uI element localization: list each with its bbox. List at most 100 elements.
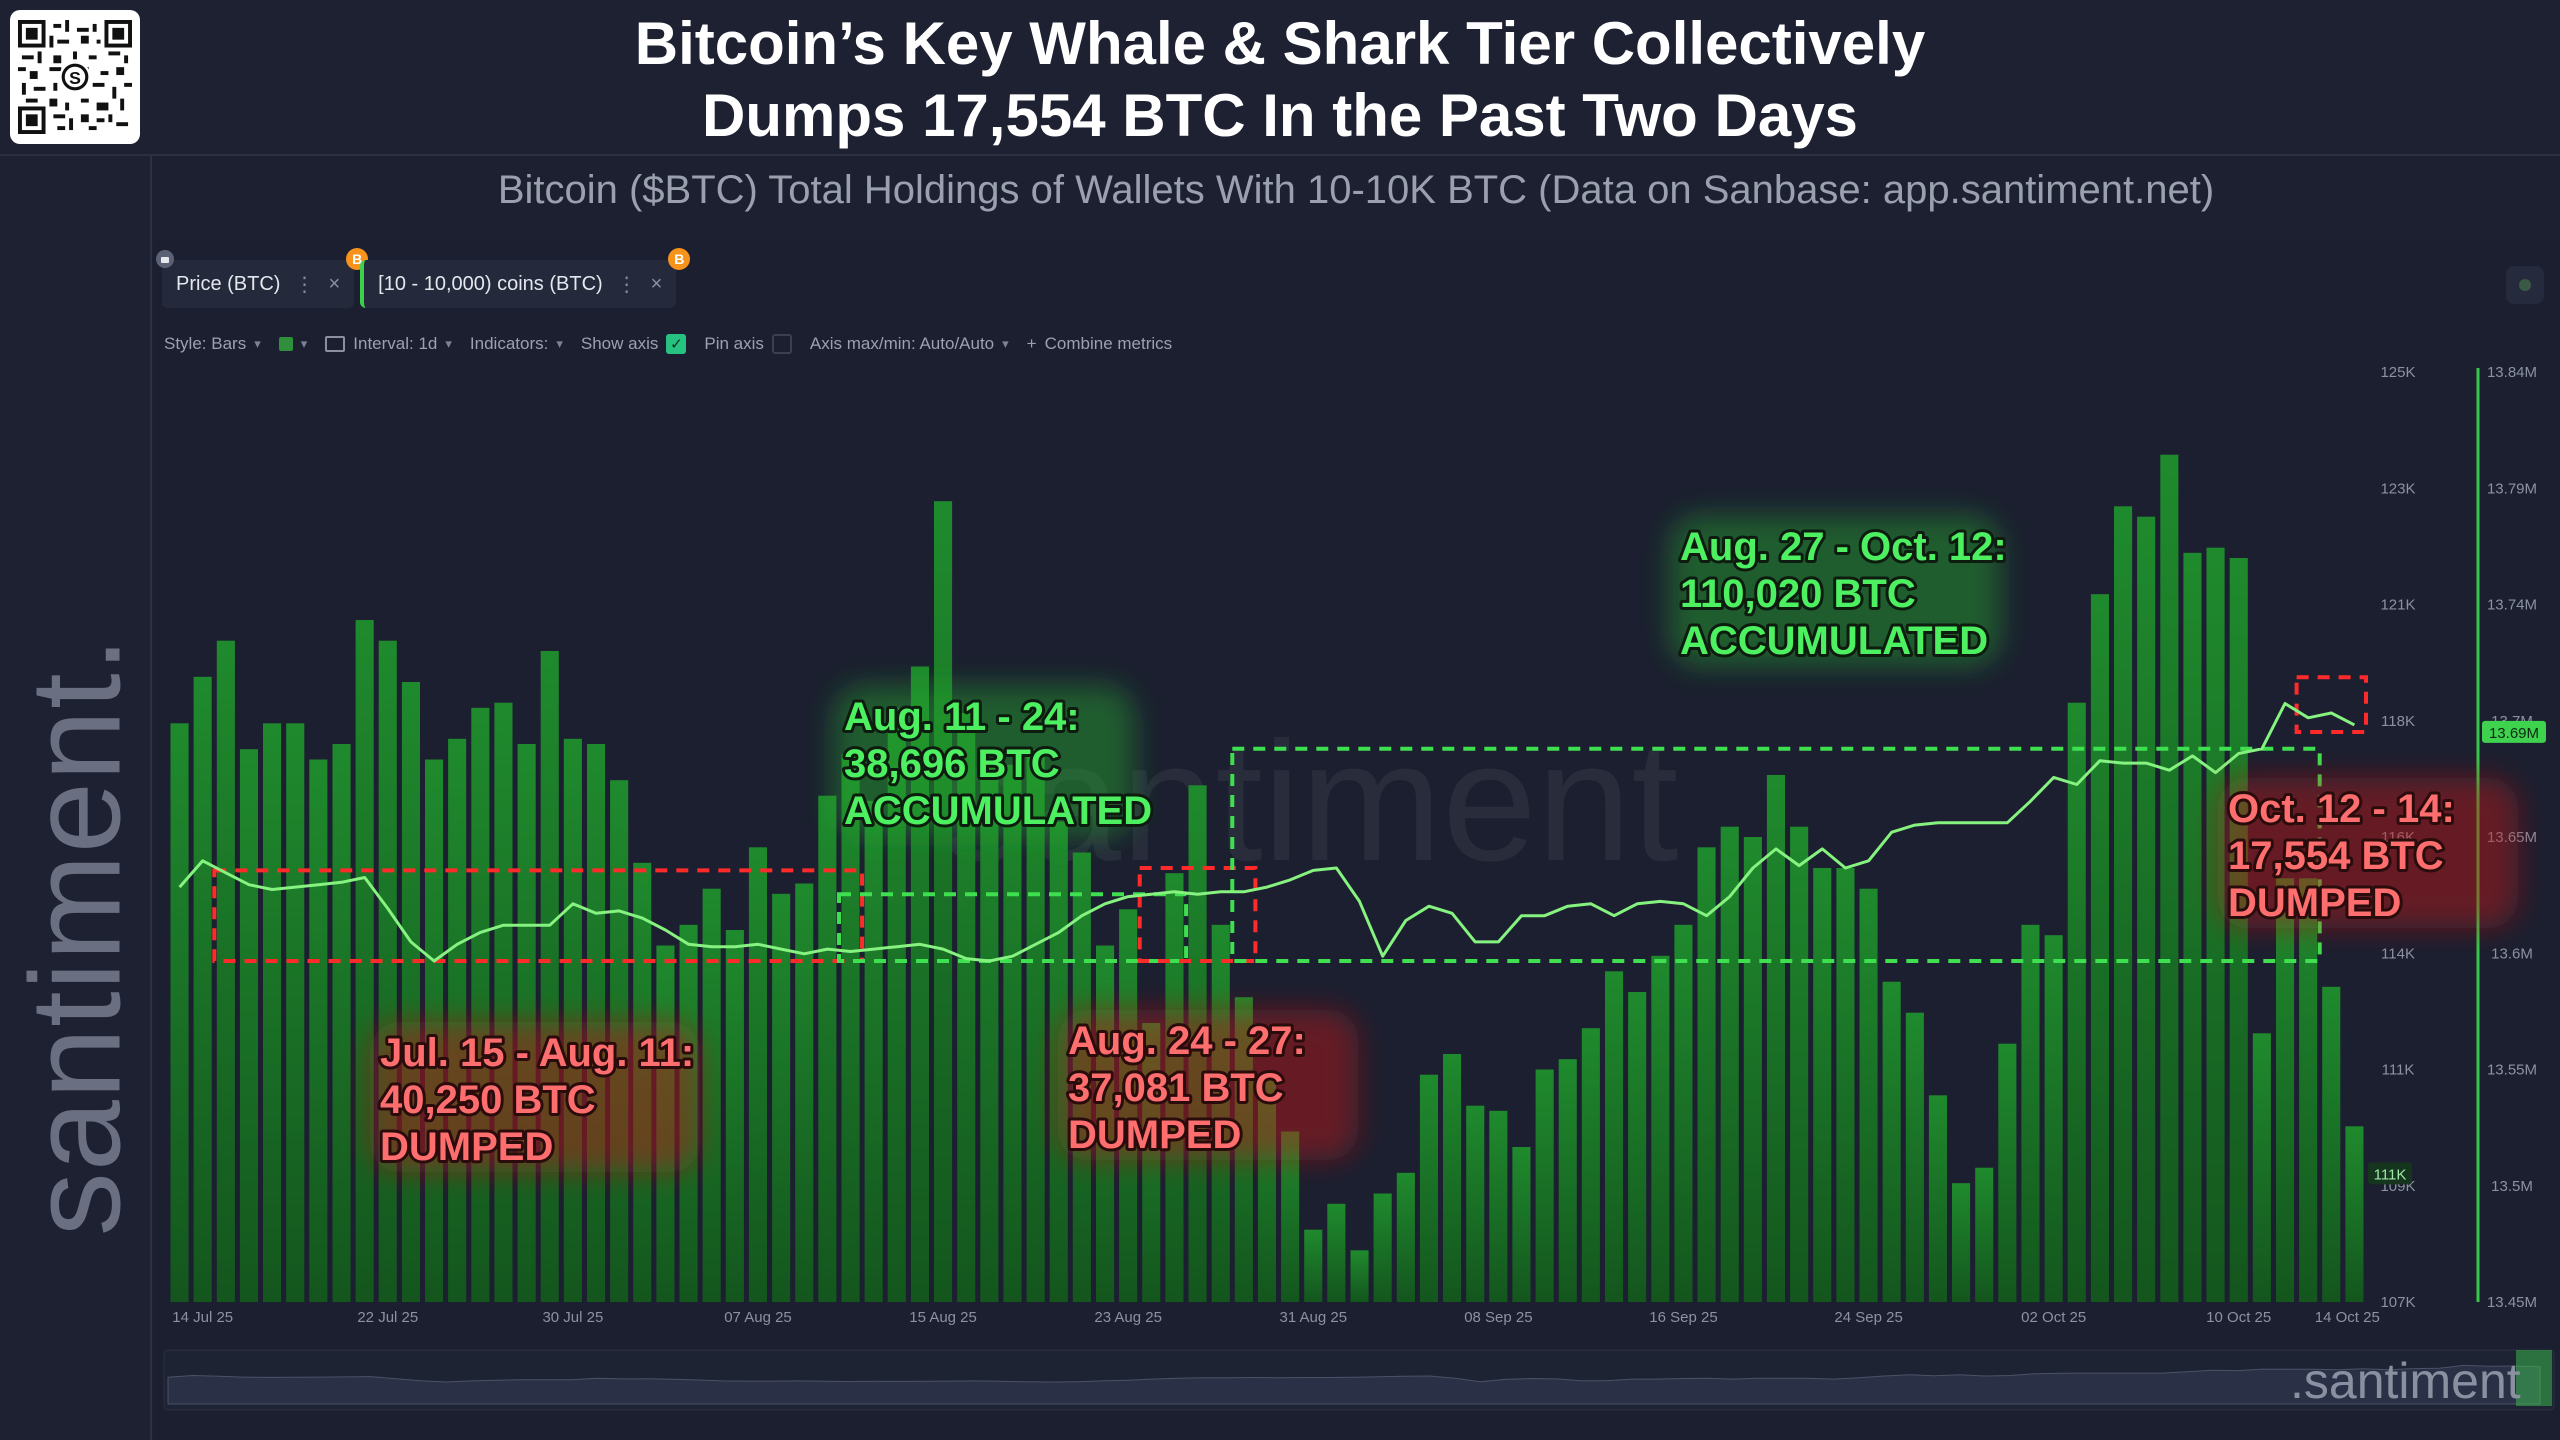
chevron-down-icon: ▾	[1002, 336, 1009, 351]
annotation-text: Aug. 24 - 27:	[1068, 1019, 1306, 1063]
tab-price-btc[interactable]: Price (BTC) ⋮ × B	[156, 248, 369, 308]
price-bar	[1443, 1054, 1462, 1302]
price-bar	[725, 930, 744, 1302]
annotation-text: Jul. 15 - Aug. 11:	[380, 1031, 694, 1075]
price-bar	[1327, 1203, 1346, 1302]
chevron-down-icon: ▾	[300, 336, 308, 351]
interval-dropdown[interactable]: Interval: 1d ▾	[325, 334, 452, 354]
qr-code-graphic: S	[18, 20, 132, 134]
price-bar	[1512, 1147, 1531, 1302]
current-price-badge	[2368, 1162, 2412, 1185]
x-tick-label: 22 Jul 25	[357, 1309, 418, 1326]
holdings-line	[178, 702, 2356, 963]
time-navigator	[163, 1349, 2555, 1411]
left-rail: santiment.	[0, 156, 152, 1440]
indicators-dropdown[interactable]: Indicators: ▾	[470, 334, 563, 354]
price-bar	[1373, 1193, 1392, 1302]
chart-subtitle: Bitcoin ($BTC) Total Holdings of Wallets…	[497, 168, 2215, 212]
title-line-2: Dumps 17,554 BTC In the Past Two Days	[702, 82, 1858, 149]
price-bar	[239, 749, 258, 1302]
price-bar	[2252, 1033, 2271, 1302]
combine-metrics-label: Combine metrics	[1044, 334, 1173, 353]
axis-minmax-label: Axis max/min: Auto/Auto	[809, 334, 995, 353]
menu-dots-icon[interactable]: ⋮	[294, 273, 315, 296]
price-bar	[772, 893, 791, 1302]
price-bar	[332, 744, 351, 1302]
price-bar	[864, 800, 883, 1302]
svg-text:S: S	[69, 68, 81, 88]
color-dropdown[interactable]: ▾	[278, 336, 308, 352]
combine-metrics-button[interactable]: + Combine metrics	[1027, 334, 1172, 354]
style-dropdown[interactable]: Style: Bars ▾	[164, 334, 261, 354]
tab-label: Price (BTC)	[176, 272, 281, 295]
price-bar	[887, 707, 906, 1302]
page-title: Bitcoin’s Key Whale & Shark Tier Collect…	[150, 8, 2410, 152]
price-bar	[1281, 1131, 1300, 1302]
holdings-tick-label: 13.74M	[2487, 597, 2537, 614]
x-tick-label: 30 Jul 25	[542, 1309, 603, 1326]
price-tick-label: 125K	[2380, 364, 2415, 381]
price-bar	[1743, 837, 1762, 1302]
x-tick-label: 16 Sep 25	[1649, 1309, 1717, 1326]
annotation-text: Oct. 12 - 14:	[2228, 787, 2455, 831]
price-bar	[494, 702, 513, 1302]
axis-minmax-dropdown[interactable]: Axis max/min: Auto/Auto ▾	[810, 334, 1009, 354]
style-label: Style: Bars	[164, 334, 247, 353]
price-bar	[2137, 516, 2156, 1302]
price-bar	[1605, 971, 1624, 1302]
price-bar	[193, 676, 212, 1302]
price-bar	[1928, 1095, 1947, 1302]
settings-dot-button[interactable]	[2506, 266, 2544, 304]
current-price-label: 111K	[2374, 1166, 2407, 1183]
close-icon[interactable]: ×	[650, 272, 663, 295]
annotation-text: ACCUMULATED	[1680, 619, 1988, 663]
annotation-text: 17,554 BTC	[2228, 834, 2444, 878]
annotation-text: Aug. 27 - Oct. 12:	[1680, 525, 2007, 569]
annotation-text: DUMPED	[1068, 1113, 1241, 1157]
qr-code-icon[interactable]: S	[10, 10, 140, 144]
chevron-down-icon: ▾	[445, 336, 452, 351]
price-tick-label: 123K	[2380, 480, 2415, 497]
holdings-tick-label: 13.5M	[2491, 1178, 2533, 1195]
header: S Bitcoin’s Key Whale & Shark Tier Colle…	[0, 0, 2560, 156]
menu-dots-icon[interactable]: ⋮	[616, 273, 637, 296]
interval-label: Interval: 1d	[353, 334, 438, 353]
pin-axis-toggle[interactable]: Pin axis	[704, 334, 792, 354]
metric-tabs: Price (BTC) ⋮ × B [10 - 10,000) coins (B…	[156, 248, 691, 310]
price-bar	[1581, 1028, 1600, 1302]
price-bar	[1419, 1074, 1438, 1302]
annotation-glow	[1058, 1010, 1358, 1160]
annotation-text: DUMPED	[2228, 881, 2401, 925]
price-tick-label: 111K	[2382, 1062, 2415, 1079]
x-tick-label: 08 Sep 25	[1464, 1309, 1532, 1326]
price-bar	[216, 640, 235, 1302]
x-tick-label: 23 Aug 25	[1094, 1309, 1162, 1326]
close-icon[interactable]: ×	[328, 272, 341, 295]
calendar-icon	[325, 336, 346, 352]
tab-holdings-10-10k[interactable]: [10 - 10,000) coins (BTC) ⋮ × B	[360, 248, 691, 308]
annotation-text: 38,696 BTC	[844, 742, 1060, 786]
price-bar	[2021, 924, 2040, 1302]
price-bar	[1859, 888, 1878, 1302]
price-bar	[2206, 547, 2225, 1302]
price-bar	[957, 713, 976, 1302]
price-tick-label: 121K	[2380, 597, 2415, 614]
color-swatch	[278, 337, 293, 351]
price-bar	[2299, 878, 2318, 1302]
chevron-down-icon: ▾	[254, 336, 261, 351]
annotation-text: 37,081 BTC	[1068, 1066, 1284, 1110]
navigator-handle	[2516, 1350, 2552, 1406]
show-axis-toggle[interactable]: Show axis ✓	[581, 334, 687, 354]
price-bar	[540, 651, 559, 1302]
range-box	[2294, 675, 2369, 735]
checkbox-icon[interactable]	[771, 334, 792, 354]
checkbox-icon[interactable]: ✓	[666, 334, 687, 354]
annotation-text: 110,020 BTC	[1680, 572, 1916, 616]
pin-axis-label: Pin axis	[704, 334, 764, 353]
indicators-label: Indicators:	[469, 334, 549, 353]
